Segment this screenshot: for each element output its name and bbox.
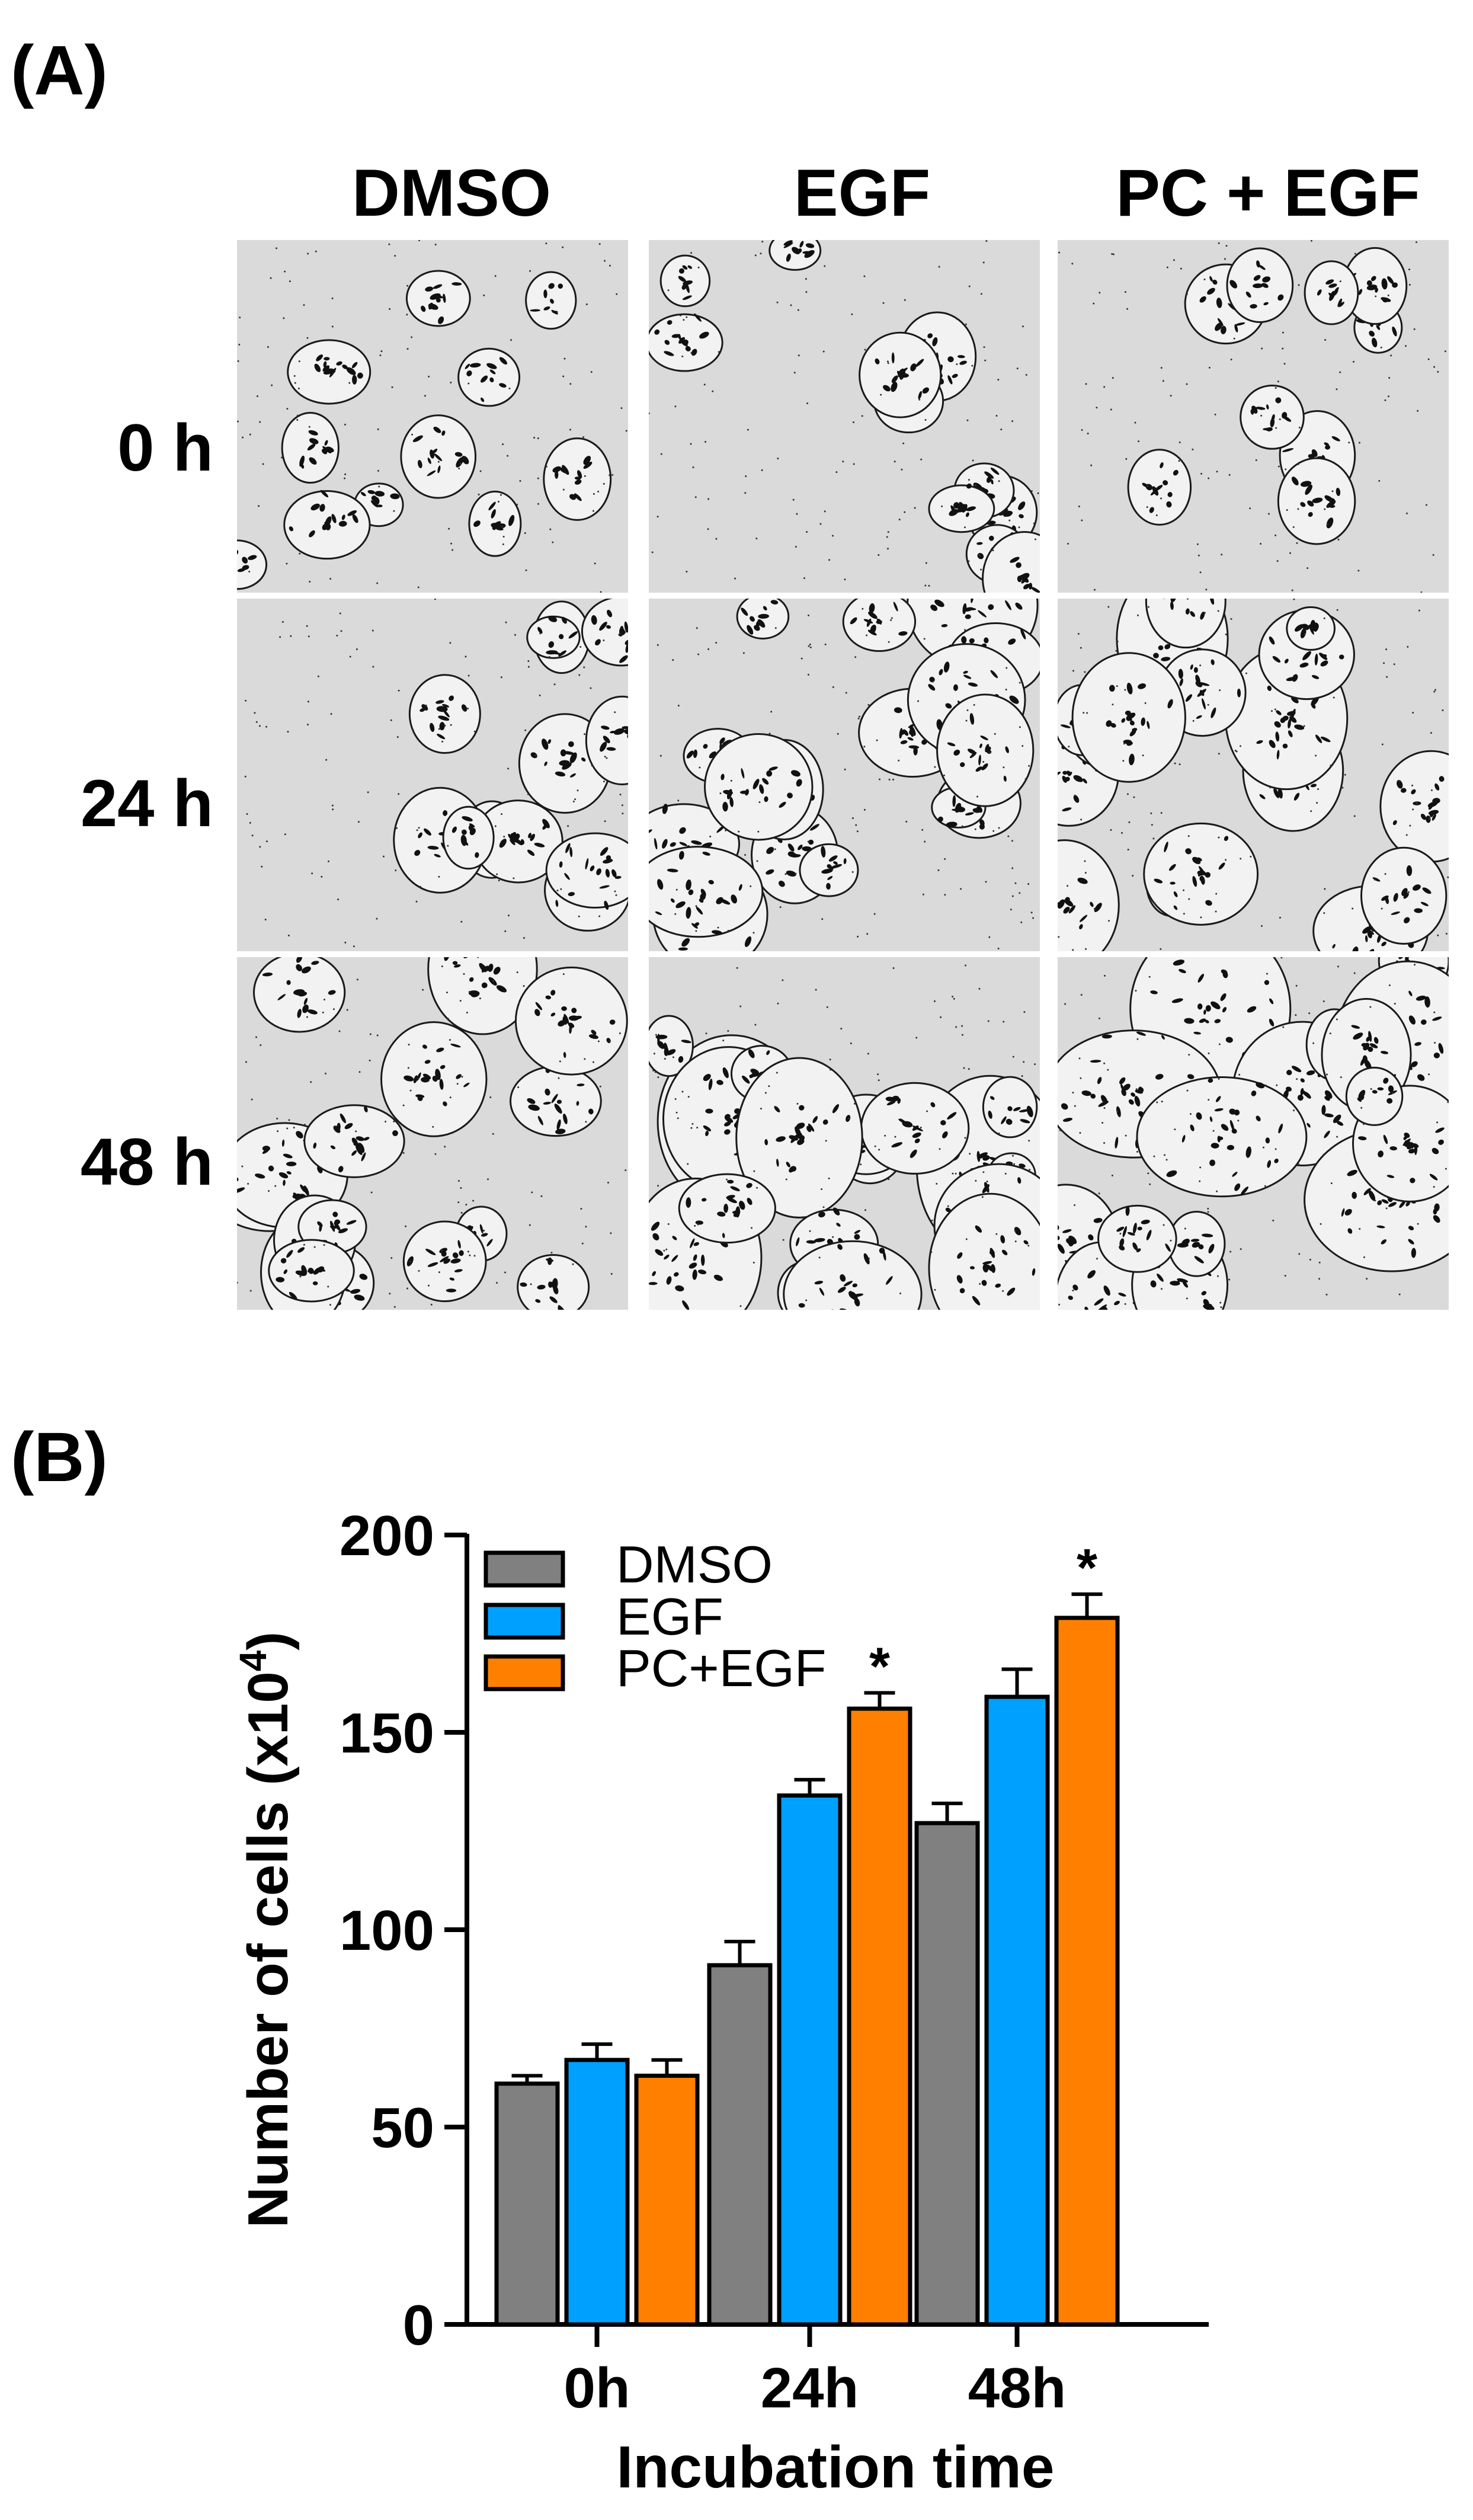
x-axis-title: Incubation time [617, 2434, 1055, 2500]
x-tick-label: 24h [761, 2356, 859, 2420]
panel-b-label: (B) [11, 1418, 108, 1496]
legend-swatch-pcegf [483, 1654, 565, 1691]
significance-marker: * [869, 1637, 890, 1696]
bar-dmso-24h [707, 1963, 773, 2327]
micrograph-0h-pc-egf [1058, 240, 1449, 593]
column-header-egf: EGF [793, 156, 931, 230]
legend-label: DMSO [616, 1535, 773, 1594]
micrograph-48h-dmso [237, 957, 628, 1310]
row-header-48h: 48 h [80, 1125, 213, 1199]
y-axis-title: Number of cells (x104) [232, 1632, 300, 2228]
micrograph-0h-egf [649, 240, 1040, 593]
legend-label: EGF [616, 1587, 723, 1646]
bar-egf-0h [564, 2058, 630, 2327]
row-header-24h: 24 h [80, 766, 213, 840]
column-header-dmso: DMSO [352, 156, 551, 230]
bar-egf-48h [984, 1694, 1050, 2327]
panel-a-label: (A) [11, 31, 108, 110]
bar-pcegf-48h [1054, 1616, 1120, 2327]
legend-label: PC+EGF [616, 1639, 827, 1697]
y-tick-label: 100 [340, 1899, 434, 1962]
significance-marker: * [1077, 1539, 1097, 1598]
legend-swatch-dmso [483, 1550, 565, 1588]
y-tick-label: 150 [340, 1702, 434, 1765]
column-header-pc-egf: PC + EGF [1116, 156, 1420, 230]
bar-pcegf-0h [634, 2073, 700, 2327]
micrograph-0h-dmso [237, 240, 628, 593]
micrograph-24h-pc-egf [1058, 599, 1449, 951]
x-tick-label: 48h [968, 2356, 1066, 2420]
micrograph-48h-egf [649, 957, 1040, 1310]
x-tick-label: 0h [563, 2356, 630, 2420]
bar-pcegf-24h [847, 1706, 912, 2327]
bar-egf-24h [777, 1793, 843, 2327]
micrograph-48h-pc-egf [1058, 957, 1449, 1310]
y-tick-label: 50 [371, 2096, 434, 2160]
cell-count-bar-chart: 0 50 100 150 200 0h * 24h * 48h Incubation time Num… [232, 1504, 1209, 2500]
bar-dmso-48h [914, 1821, 980, 2327]
bar-dmso-0h [494, 2081, 560, 2327]
row-header-0h: 0 h [117, 411, 213, 485]
y-tick-label: 0 [403, 2294, 434, 2357]
legend-swatch-egf [483, 1603, 565, 1640]
micrograph-24h-egf [649, 599, 1040, 951]
y-tick-label: 200 [340, 1504, 434, 1568]
micrograph-24h-dmso [237, 599, 628, 951]
